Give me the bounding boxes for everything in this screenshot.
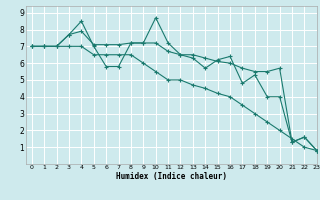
- X-axis label: Humidex (Indice chaleur): Humidex (Indice chaleur): [116, 172, 227, 181]
